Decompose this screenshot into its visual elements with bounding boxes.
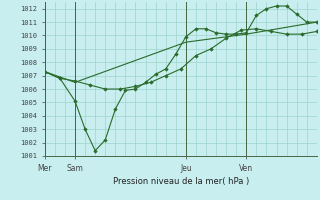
X-axis label: Pression niveau de la mer( hPa ): Pression niveau de la mer( hPa ) [113,177,249,186]
